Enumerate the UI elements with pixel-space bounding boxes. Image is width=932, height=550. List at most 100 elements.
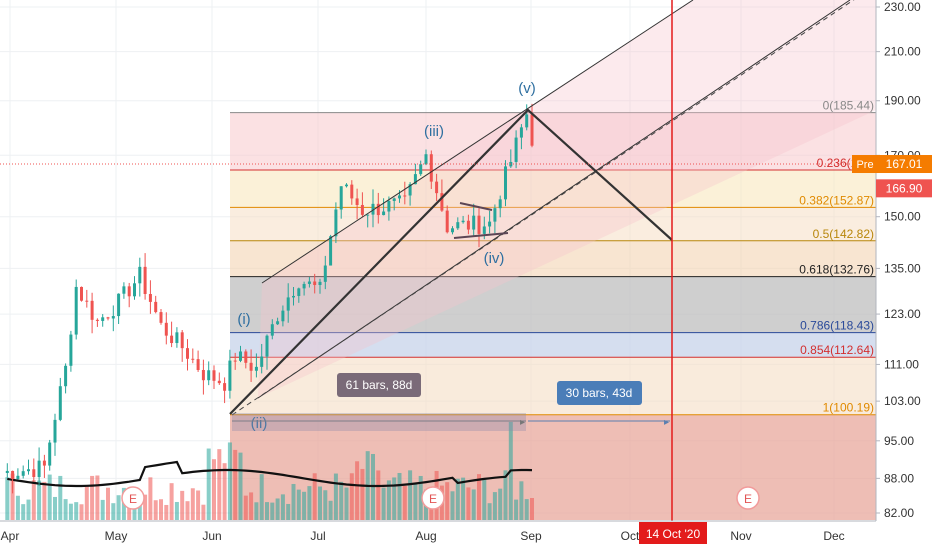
volume-bar [196,490,201,520]
candle-body [27,469,30,472]
volume-bar [217,449,222,520]
candle-body [292,295,295,298]
volume-bar [275,498,280,520]
candle-body [329,236,333,266]
candle-body [461,220,465,223]
candle-body [148,294,152,302]
candle-body [323,265,327,282]
time-tick-label: Jul [310,529,325,543]
volume-bar [429,502,434,520]
candle-body [360,204,364,215]
candle-body [382,211,386,216]
volume-bar [530,497,534,520]
pitchfork-upper-line [261,0,694,284]
volume-bar [392,477,397,520]
date-badge [639,522,707,544]
volume-moving-average [7,460,533,488]
candle-body [191,358,195,360]
candle-body [493,208,497,222]
volume-bar [328,500,333,520]
time-axis-bg [0,521,932,550]
fib-level-label: 0.382(152.87) [799,193,874,207]
candle-body [451,228,454,233]
volume-bar [450,491,455,520]
candle-body [223,383,227,391]
candle-body [5,470,9,473]
time-tick-label: Oct [621,529,640,543]
candle-body [334,209,338,237]
candle-body [435,181,439,194]
earnings-marker [421,486,445,510]
channel-fill [258,0,876,398]
volume-bar [270,502,275,520]
candle-body [307,281,311,284]
volume-bar [503,470,508,520]
date-badge-label: 14 Oct '20 [646,527,701,541]
volume-bar [222,463,227,520]
price-tick-label: 103.00 [884,394,921,408]
candle-body [117,293,121,317]
candle-body [366,214,370,216]
price-tick-label: 82.00 [884,506,914,520]
candle-body [106,317,110,319]
fib-level-label: 0.786(118.43) [800,319,874,333]
volume-bar [212,459,216,520]
volume-bar [180,490,185,520]
candle-body [488,221,492,227]
candle-body [286,297,290,311]
price-tick-label: 111.00 [884,357,919,371]
range-label: 61 bars, 88d [346,378,413,392]
volume-bar [455,478,460,520]
candle-body [74,286,78,335]
volume-bar [397,472,402,520]
volume-bar [47,474,52,520]
fib-level-label: 0(185.44) [823,99,874,113]
fib-band [230,240,876,277]
volume-bar [201,504,206,520]
volume-bar [307,486,312,520]
triangle-lower-line [453,232,509,239]
candle-body [233,360,237,362]
price-tick-label: 150.00 [884,210,921,224]
elliott-wave-label: (v) [518,80,536,97]
volume-bar [466,487,471,520]
volume-bar [413,482,418,520]
fib-level-label: 0.854(112.64) [800,343,874,357]
candle-body [440,193,444,211]
candle-body [477,215,481,234]
candle-body [525,114,529,128]
pitchfork-median-line [231,0,855,416]
candle-body [80,286,83,301]
time-tick-label: Nov [730,529,751,543]
candle-body [392,198,396,201]
candle-body [398,195,401,199]
earnings-label: E [744,492,752,506]
volume-bar [524,499,529,520]
pre-badge [852,155,878,174]
earnings-label: E [429,492,437,506]
volume-bar [477,474,481,520]
candle-body [212,370,216,381]
time-tick-label: Jun [202,529,221,543]
candle-body [90,300,94,320]
volume-bar [185,501,190,520]
candle-body [276,321,280,325]
candle-body [519,127,523,138]
candle-body [32,469,36,478]
price-tick-label: 210.00 [884,45,921,59]
volume-bar [249,492,254,520]
candle-body [302,283,306,289]
candle-body [239,351,242,361]
volume-bar [519,481,524,520]
volume-bar [164,504,169,520]
volume-bar [339,481,344,520]
volume-bar [143,494,148,520]
candle-body [58,386,62,420]
candle-body [170,335,174,344]
candle-body [504,166,507,200]
fib-level-label: 0.5(142.82) [813,227,874,241]
candle-body [387,200,391,212]
price-tick-label: 123.00 [884,307,921,321]
candle-body [429,154,433,182]
